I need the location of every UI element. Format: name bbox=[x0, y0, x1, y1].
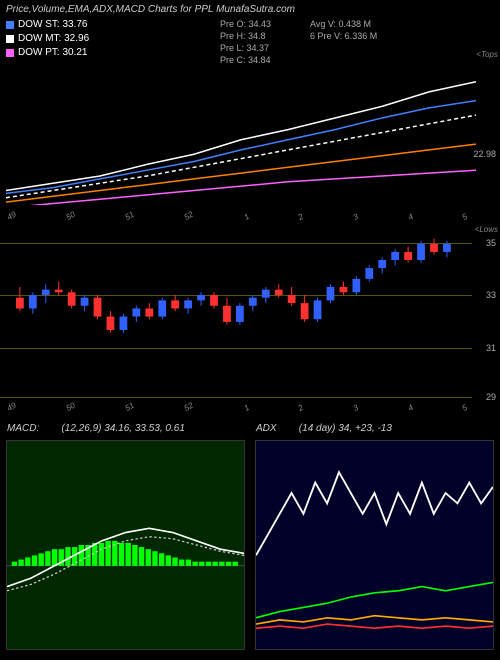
price-chart: <Tops 4950515212345 <Lows 22.98 bbox=[0, 60, 500, 220]
page-title: Price,Volume,EMA,ADX,MACD Charts for PPL… bbox=[0, 0, 500, 19]
legend: DOW ST: 33.76DOW MT: 32.96DOW PT: 30.21 bbox=[6, 18, 89, 60]
indicator-row: MACD: (12,26,9) 34.16, 33.53, 0.61 ADX (… bbox=[0, 440, 500, 650]
ohlc-info: Pre O: 34.43Pre H: 34.8Pre L: 34.37Pre C… bbox=[220, 18, 271, 66]
volume-info: Avg V: 0.438 M6 Pre V: 6.336 M bbox=[310, 18, 377, 42]
adx-params: (14 day) 34, +23, -13 bbox=[299, 423, 392, 434]
macd-chart: MACD: (12,26,9) 34.16, 33.53, 0.61 bbox=[6, 440, 245, 650]
macd-title: MACD: bbox=[7, 423, 39, 434]
adx-chart: ADX (14 day) 34, +23, -13 bbox=[255, 440, 494, 650]
tops-label: <Tops bbox=[476, 50, 498, 59]
macd-params: (12,26,9) 34.16, 33.53, 0.61 bbox=[61, 423, 184, 434]
candle-chart: 4950515212345 35333129 bbox=[0, 225, 500, 415]
adx-title: ADX bbox=[256, 423, 277, 434]
